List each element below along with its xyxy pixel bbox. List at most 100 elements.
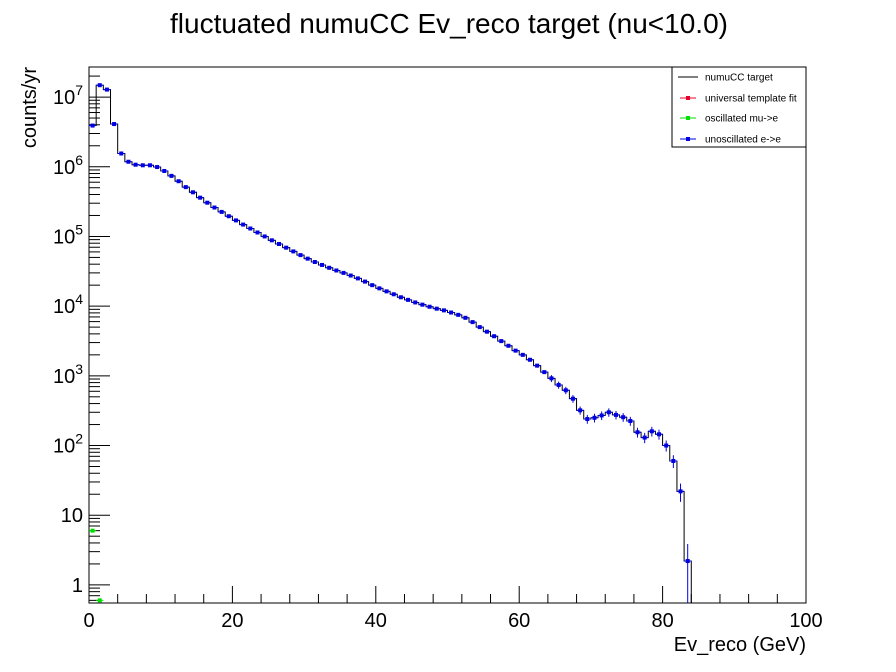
numucc-target-histogram: [88, 84, 706, 604]
unoscillated-point: [182, 185, 190, 190]
legend-entry: oscillated mu->e: [680, 114, 779, 125]
unoscillated-point: [124, 159, 133, 164]
unoscillated-point: [425, 304, 434, 309]
oscillated-point: [96, 598, 104, 603]
unoscillated-point: [468, 320, 477, 325]
y-axis-label: counts/yr: [19, 67, 41, 148]
unoscillated-point: [662, 440, 670, 452]
unoscillated-point: [196, 195, 204, 200]
y-tick-label: 107: [53, 82, 83, 109]
unoscillated-point: [433, 306, 441, 311]
x-tick-label: 60: [508, 610, 530, 632]
unoscillated-point: [404, 297, 412, 302]
unoscillated-point: [325, 265, 333, 270]
unoscillated-point: [483, 329, 491, 334]
unoscillated-point: [583, 414, 591, 424]
unoscillated-point: [547, 375, 556, 382]
unoscillated-point: [576, 406, 584, 415]
unoscillated-point: [318, 262, 326, 267]
unoscillated-point: [246, 226, 254, 231]
unoscillated-point: [411, 300, 419, 305]
unoscillated-point: [239, 222, 247, 227]
unoscillated-point: [504, 343, 513, 348]
unoscillated-point: [203, 200, 211, 205]
legend-label: oscillated mu->e: [705, 114, 779, 125]
x-axis-label: Ev_reco (GeV): [674, 634, 806, 656]
unoscillated-point: [382, 289, 391, 294]
chart-title: fluctuated numuCC Ev_reco target (nu<10.…: [170, 8, 728, 39]
unoscillated-point: [275, 241, 283, 246]
legend-label: unoscillated e->e: [705, 135, 781, 146]
unoscillated-point: [368, 283, 376, 288]
y-tick-label: 1: [72, 575, 83, 597]
unoscillated-point: [612, 410, 620, 420]
y-tick-label: 10: [61, 505, 83, 527]
unoscillated-point: [253, 230, 262, 235]
unoscillated-point: [397, 295, 405, 300]
unoscillated-point: [139, 163, 147, 168]
unoscillated-point: [132, 162, 140, 167]
x-tick-label: 0: [83, 610, 94, 632]
unoscillated-point: [519, 352, 527, 357]
y-axis-ticks: 1 10 102 103 104 105 106 107: [53, 75, 110, 601]
unoscillated-point: [354, 276, 362, 281]
unoscillated-point: [339, 270, 348, 275]
unoscillated-point: [648, 426, 656, 437]
unoscillated-point: [633, 427, 642, 438]
unoscillated-point: [454, 312, 462, 317]
legend-entry: numuCC target: [678, 73, 773, 84]
unoscillated-point: [497, 339, 505, 344]
unoscillated-point: [103, 87, 111, 92]
unoscillated-point: [619, 413, 627, 422]
unoscillated-point: [641, 432, 649, 444]
unoscillated-point: [569, 395, 577, 403]
unoscillated-point: [261, 234, 269, 239]
y-tick-label: 104: [53, 291, 83, 318]
unoscillated-point: [526, 357, 534, 362]
unoscillated-point: [289, 249, 297, 254]
unoscillated-point: [167, 173, 176, 178]
unoscillated-point: [153, 165, 161, 170]
unoscillated-point: [655, 429, 663, 440]
legend-entry: unoscillated e->e: [680, 135, 781, 146]
unoscillated-point: [117, 151, 125, 156]
unoscillated-point: [304, 256, 312, 261]
legend-entry: universal template fit: [680, 94, 797, 105]
unoscillated-point: [296, 253, 305, 258]
unoscillated-point: [684, 544, 692, 603]
unoscillated-point: [555, 381, 563, 389]
unoscillated-point: [540, 370, 548, 375]
unoscillated-point: [110, 122, 118, 127]
legend: numuCC target universal template fit oscil…: [671, 66, 807, 148]
unoscillated-point: [225, 214, 233, 219]
unoscillated-point: [361, 279, 369, 284]
y-tick-label: 105: [53, 221, 83, 248]
oscillated-point: [88, 528, 97, 533]
unoscillated-point: [146, 163, 154, 168]
y-tick-label: 102: [53, 431, 83, 458]
unoscillated-point: [210, 205, 219, 210]
legend-label: universal template fit: [705, 94, 797, 105]
legend-marker-swatch: [686, 137, 690, 141]
unoscillated-point: [218, 209, 226, 214]
unoscillated-point: [418, 302, 427, 307]
x-axis-ticks: 0 20 40 60 80 100: [83, 586, 823, 632]
unoscillated-point: [232, 218, 240, 223]
unoscillated-point: [175, 179, 183, 184]
unoscillated-point: [676, 483, 685, 502]
unoscillated-point: [626, 416, 634, 426]
unoscillated-point: [311, 259, 319, 264]
legend-box: [671, 66, 807, 148]
x-tick-label: 20: [221, 610, 243, 632]
x-tick-label: 100: [789, 610, 822, 632]
unoscillated-point: [533, 363, 541, 368]
unoscillated-point: [476, 325, 484, 330]
unoscillated-point: [96, 83, 104, 88]
unoscillated-point: [347, 273, 355, 278]
x-tick-label: 40: [365, 610, 387, 632]
x-tick-label: 80: [651, 610, 673, 632]
y-tick-label: 106: [53, 152, 83, 179]
unoscillated-point: [160, 168, 168, 173]
unoscillated-point: [332, 268, 340, 273]
